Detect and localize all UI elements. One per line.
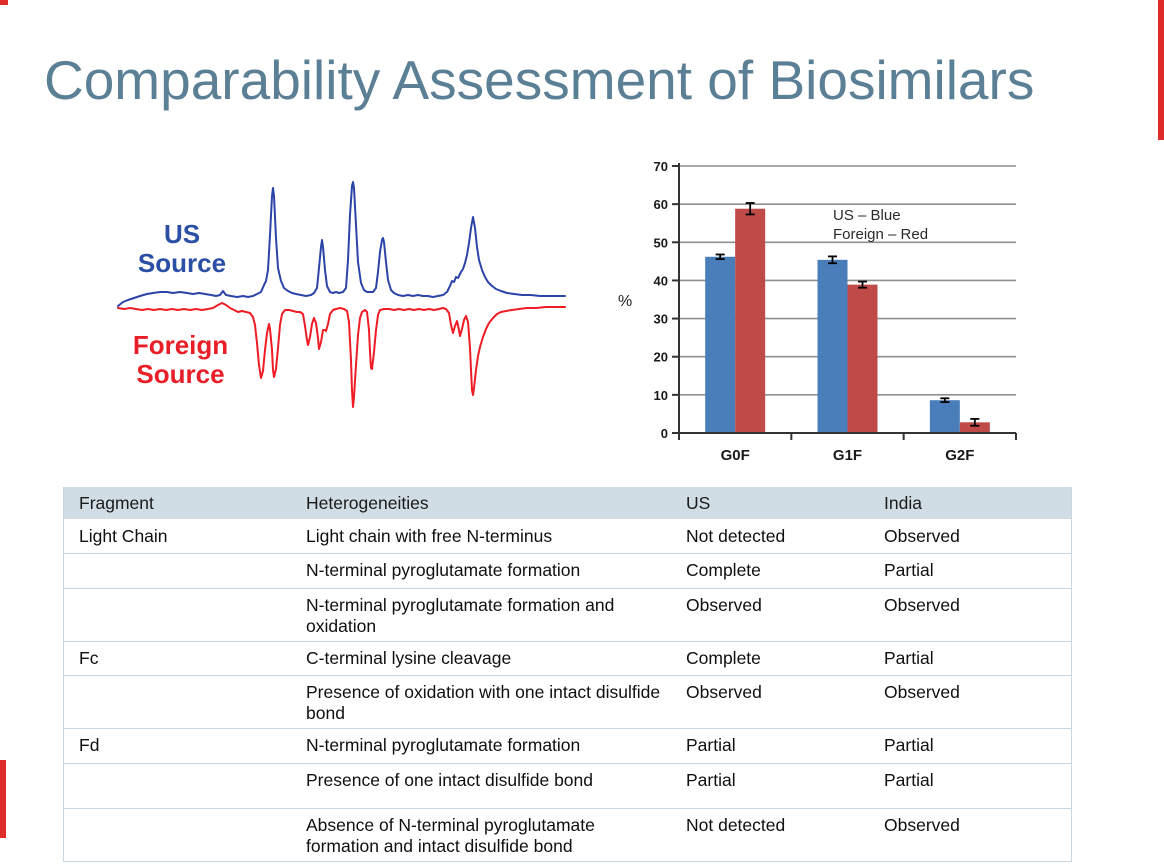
cell-us: Partial xyxy=(686,735,736,755)
cell-heterogeneity: Light chain with free N-terminus xyxy=(306,526,553,546)
bar-foreign-g1f xyxy=(847,284,878,433)
foreign-source-label-line2: Source xyxy=(136,359,225,389)
column-header-india: India xyxy=(884,493,922,513)
y-axis-label: % xyxy=(618,293,632,310)
table-header-row: Fragment Heterogeneities US India xyxy=(64,487,1071,520)
column-header-fragment: Fragment xyxy=(79,493,154,513)
cell-heterogeneity: N-terminal pyroglutamate formation and o… xyxy=(306,595,615,636)
column-header-heterogeneities: Heterogeneities xyxy=(306,493,429,513)
edge-accent-bottom-left xyxy=(0,760,6,838)
cell-india: Observed xyxy=(884,682,960,702)
chart-bars xyxy=(705,202,990,433)
foreign-source-label-line1: Foreign xyxy=(132,330,229,360)
column-header-us: US xyxy=(686,493,711,513)
cell-heterogeneity: Absence of N-terminal pyroglutamate form… xyxy=(306,815,595,856)
table-row: Absence of N-terminal pyroglutamate form… xyxy=(64,809,1071,862)
table-row: Light Chain Light chain with free N-termi… xyxy=(64,520,1071,554)
y-tick-label: 60 xyxy=(654,197,668,212)
y-tick-label: 20 xyxy=(654,350,668,365)
y-tick-label: 0 xyxy=(661,426,668,441)
bar-us-g2f xyxy=(929,400,960,433)
category-label-g2f: G2F xyxy=(945,447,974,464)
cell-us: Observed xyxy=(686,595,762,615)
table-row: Presence of oxidation with one intact di… xyxy=(64,676,1071,729)
cell-heterogeneity: N-terminal pyroglutamate formation xyxy=(306,735,581,755)
chart-labels: G0F G1F G2F 0 10 20 30 40 50 60 70 xyxy=(654,159,975,464)
cell-india: Partial xyxy=(884,648,934,668)
edge-accent-top-right xyxy=(1158,0,1164,140)
chart-axes xyxy=(672,163,1017,440)
cell-india: Partial xyxy=(884,735,934,755)
cell-fragment xyxy=(64,764,291,808)
cell-india: Observed xyxy=(884,595,960,615)
cell-us: Observed xyxy=(686,682,762,702)
table-row: N-terminal pyroglutamate formation Comple… xyxy=(64,554,1071,589)
cell-heterogeneity: Presence of oxidation with one intact di… xyxy=(306,682,661,723)
y-tick-label: 70 xyxy=(654,159,668,174)
cell-india: Partial xyxy=(884,770,934,790)
y-tick-label: 50 xyxy=(654,235,668,250)
us-source-trace xyxy=(117,181,566,307)
bar-foreign-g2f xyxy=(959,422,990,433)
bar-foreign-g0f xyxy=(735,208,766,433)
table-body: Light Chain Light chain with free N-termi… xyxy=(64,520,1071,862)
legend-line-us: US – Blue xyxy=(833,207,901,224)
cell-heterogeneity: C-terminal lysine cleavage xyxy=(306,648,512,668)
cell-us: Partial xyxy=(686,770,736,790)
chromatogram-figure xyxy=(117,181,566,408)
cell-fragment: Light Chain xyxy=(79,526,168,546)
bar-us-g0f xyxy=(705,256,736,433)
edge-accent-top-left xyxy=(0,0,8,5)
y-tick-label: 40 xyxy=(654,273,668,288)
table-row: N-terminal pyroglutamate formation and o… xyxy=(64,589,1071,642)
cell-india: Observed xyxy=(884,526,960,546)
cell-fragment xyxy=(64,809,291,861)
legend-line-foreign: Foreign – Red xyxy=(833,226,928,243)
cell-us: Not detected xyxy=(686,526,786,546)
cell-us: Not detected xyxy=(686,815,786,835)
glycan-bar-chart: G0F G1F G2F 0 10 20 30 40 50 60 70 % US – Blue For… xyxy=(618,159,1017,464)
cell-fragment xyxy=(64,676,291,728)
cell-fragment: Fd xyxy=(79,735,100,755)
page-title: Comparability Assessment of Biosimilars xyxy=(44,49,1035,111)
table-row: Fd N-terminal pyroglutamate formation Part… xyxy=(64,729,1071,764)
category-label-g1f: G1F xyxy=(833,447,862,464)
cell-heterogeneity: Presence of one intact disulfide bond xyxy=(306,770,593,790)
foreign-source-trace xyxy=(117,302,566,408)
cell-us: Complete xyxy=(686,648,761,668)
us-source-label-line2: Source xyxy=(137,248,227,278)
us-source-label: US Source xyxy=(108,220,256,278)
cell-fragment xyxy=(64,589,291,641)
cell-india: Observed xyxy=(884,815,960,835)
foreign-source-label: Foreign Source xyxy=(98,331,263,389)
category-label-g0f: G0F xyxy=(721,447,750,464)
cell-fragment: Fc xyxy=(79,648,99,668)
bar-us-g1f xyxy=(817,259,848,433)
cell-heterogeneity: N-terminal pyroglutamate formation xyxy=(306,560,581,580)
us-source-label-line1: US xyxy=(163,219,201,249)
cell-india: Partial xyxy=(884,560,934,580)
cell-us: Complete xyxy=(686,560,761,580)
y-tick-label: 30 xyxy=(654,312,668,327)
comparability-table: Fragment Heterogeneities US India Light … xyxy=(63,487,1072,862)
cell-fragment xyxy=(64,554,291,588)
y-tick-label: 10 xyxy=(654,388,668,403)
table-row: Presence of one intact disulfide bond Par… xyxy=(64,764,1071,809)
table-row: Fc C-terminal lysine cleavage Complete Part… xyxy=(64,642,1071,676)
